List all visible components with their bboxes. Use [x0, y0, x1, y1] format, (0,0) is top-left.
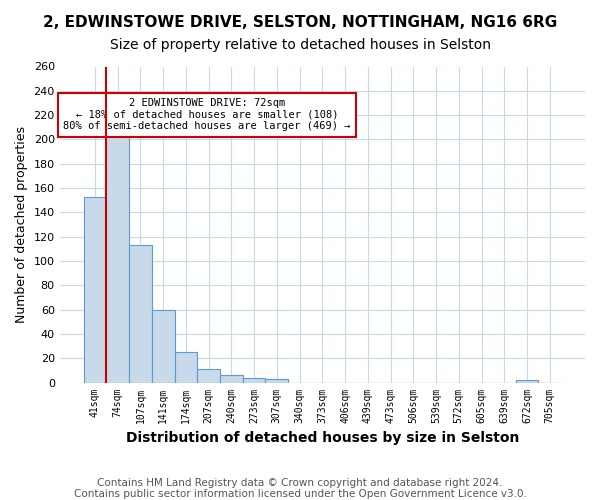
Bar [220, 376, 243, 382]
Bar [197, 369, 220, 382]
Y-axis label: Number of detached properties: Number of detached properties [15, 126, 28, 323]
Bar [152, 310, 175, 382]
Bar [515, 380, 538, 382]
Bar [106, 128, 129, 382]
Text: Size of property relative to detached houses in Selston: Size of property relative to detached ho… [110, 38, 491, 52]
Bar [243, 378, 265, 382]
X-axis label: Distribution of detached houses by size in Selston: Distribution of detached houses by size … [125, 431, 519, 445]
Text: 2, EDWINSTOWE DRIVE, SELSTON, NOTTINGHAM, NG16 6RG: 2, EDWINSTOWE DRIVE, SELSTON, NOTTINGHAM… [43, 15, 557, 30]
Text: Contains public sector information licensed under the Open Government Licence v3: Contains public sector information licen… [74, 489, 526, 499]
Bar [265, 379, 288, 382]
Bar [175, 352, 197, 382]
Bar [129, 245, 152, 382]
Text: 2 EDWINSTOWE DRIVE: 72sqm
← 18% of detached houses are smaller (108)
80% of semi: 2 EDWINSTOWE DRIVE: 72sqm ← 18% of detac… [63, 98, 350, 132]
Bar [83, 196, 106, 382]
Text: Contains HM Land Registry data © Crown copyright and database right 2024.: Contains HM Land Registry data © Crown c… [97, 478, 503, 488]
